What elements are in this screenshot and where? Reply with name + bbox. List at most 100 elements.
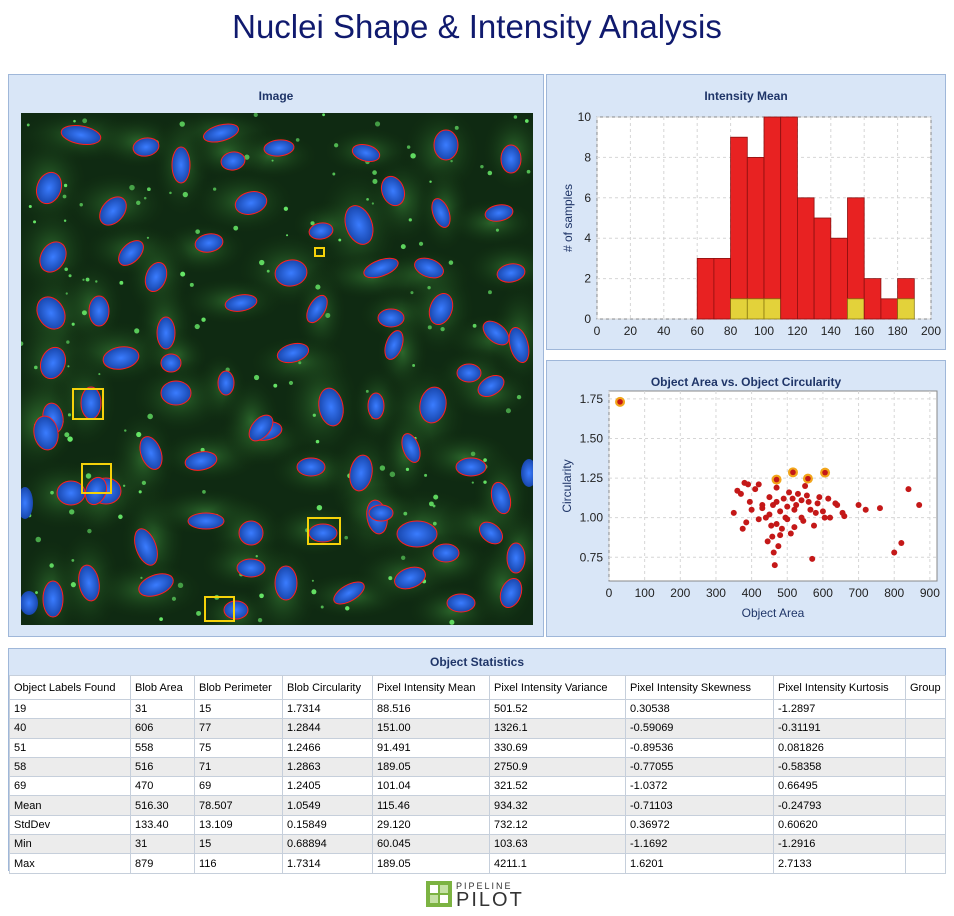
nucleus[interactable] [238, 520, 264, 546]
nucleus[interactable] [425, 290, 457, 328]
nucleus[interactable] [361, 254, 400, 281]
nucleus[interactable] [303, 292, 332, 326]
nucleus[interactable] [330, 578, 367, 609]
selected-object-box[interactable] [204, 596, 235, 622]
nucleus[interactable] [398, 431, 423, 465]
nucleus[interactable] [94, 192, 131, 231]
nucleus[interactable] [475, 518, 506, 549]
nucleus[interactable] [171, 146, 191, 184]
nucleus[interactable] [308, 523, 338, 543]
nucleus[interactable] [31, 414, 61, 452]
nucleus[interactable] [350, 142, 381, 165]
nucleus[interactable] [417, 385, 449, 425]
nucleus[interactable] [428, 196, 453, 230]
nucleus[interactable] [456, 363, 482, 383]
nucleus[interactable] [484, 203, 514, 224]
nucleus[interactable] [296, 457, 326, 477]
nucleus[interactable] [340, 202, 378, 248]
selected-object-box[interactable] [72, 388, 104, 420]
nucleus[interactable] [378, 173, 409, 209]
nucleus[interactable] [224, 292, 258, 313]
nucleus[interactable] [194, 232, 225, 255]
nucleus[interactable] [308, 221, 334, 241]
nucleus[interactable] [396, 520, 438, 548]
nucleus[interactable] [506, 325, 533, 364]
nucleus[interactable] [217, 370, 235, 396]
nucleus[interactable] [136, 434, 166, 473]
table-row[interactable]: 51 558 75 1.2466 91.491 330.69 -0.89536 0.08182… [9, 737, 946, 758]
nucleus[interactable] [132, 136, 161, 158]
nucleus[interactable] [377, 308, 405, 328]
table-row[interactable]: 19 31 15 1.7314 88.516 501.52 0.30538 -1.2897 [9, 698, 946, 720]
selected-object-box[interactable] [314, 247, 325, 257]
nucleus[interactable] [275, 340, 311, 366]
nucleus[interactable] [160, 380, 192, 406]
nucleus[interactable] [32, 169, 65, 207]
nucleus[interactable] [60, 123, 103, 148]
scatter-point-selected[interactable] [790, 469, 796, 476]
table-row[interactable]: 58 516 71 1.2863 189.05 2750.9 -0.77055 -0.5835… [9, 756, 946, 778]
nucleus[interactable] [500, 144, 522, 174]
selected-object-box[interactable] [307, 517, 341, 545]
nucleus[interactable] [114, 236, 148, 270]
nucleus[interactable] [76, 564, 102, 603]
column-header[interactable]: Pixel Intensity Skewness [625, 675, 774, 700]
nucleus[interactable] [496, 262, 527, 285]
nucleus[interactable] [56, 480, 86, 506]
nucleus[interactable] [446, 593, 476, 613]
nucleus[interactable] [392, 563, 429, 593]
nucleus[interactable] [433, 129, 459, 161]
microscopy-image[interactable] [21, 113, 533, 625]
nucleus[interactable] [263, 139, 295, 158]
scatter-point-selected[interactable] [805, 475, 811, 482]
nucleus[interactable] [474, 371, 507, 401]
nucleus[interactable] [347, 453, 375, 492]
column-header[interactable]: Blob Perimeter [194, 675, 283, 700]
nucleus[interactable] [36, 344, 69, 382]
column-header[interactable]: Group [905, 675, 946, 700]
scatter-point-selected[interactable] [822, 469, 828, 476]
nucleus[interactable] [88, 295, 110, 327]
nucleus[interactable] [136, 569, 177, 600]
table-row[interactable]: 69 470 69 1.2405 101.04 321.52 -1.0372 0.66495 [9, 776, 946, 797]
nucleus[interactable] [368, 504, 394, 522]
nucleus[interactable] [42, 580, 64, 618]
column-header[interactable]: Blob Area [130, 675, 195, 700]
nucleus[interactable] [223, 600, 249, 620]
nucleus[interactable] [316, 386, 346, 428]
nucleus[interactable] [488, 480, 514, 516]
nucleus[interactable] [82, 474, 110, 507]
nucleus[interactable] [381, 328, 406, 362]
nucleus[interactable] [496, 575, 525, 610]
table-row[interactable]: StdDev 133.40 13.109 0.15849 29.120 732.12 0.3… [9, 814, 946, 836]
nucleus[interactable] [412, 254, 446, 281]
scatter-point-selected[interactable] [617, 399, 623, 405]
nucleus[interactable] [187, 512, 225, 530]
nucleus[interactable] [31, 292, 71, 334]
column-header[interactable]: Object Labels Found [9, 675, 131, 700]
table-row[interactable]: Mean 516.30 78.507 1.0549 115.46 934.32 -0.711… [9, 795, 946, 816]
column-header[interactable]: Pixel Intensity Mean [372, 675, 490, 700]
nucleus[interactable] [274, 565, 298, 601]
nucleus[interactable] [233, 188, 270, 218]
nucleus[interactable] [367, 392, 385, 420]
nucleus[interactable] [160, 353, 182, 373]
nucleus[interactable] [455, 457, 487, 477]
table-row[interactable]: Max 879 116 1.7314 189.05 4211.1 1.6201 2.7133 [9, 853, 946, 874]
nucleus[interactable] [236, 558, 266, 578]
nucleus[interactable] [244, 411, 277, 446]
table-row[interactable]: 40 606 77 1.2844 151.00 1326.1 -0.59069 -0.3119… [9, 718, 946, 739]
scatter-point-selected[interactable] [773, 476, 780, 483]
nucleus[interactable] [220, 150, 247, 172]
nucleus[interactable] [432, 543, 460, 563]
column-header[interactable]: Blob Circularity [282, 675, 373, 700]
nucleus[interactable] [141, 259, 170, 294]
nucleus[interactable] [130, 526, 162, 569]
nucleus[interactable] [506, 542, 526, 574]
nucleus[interactable] [184, 449, 219, 472]
column-header[interactable]: Pixel Intensity Variance [489, 675, 626, 700]
nucleus[interactable] [202, 121, 241, 146]
selected-object-box[interactable] [81, 463, 112, 494]
nucleus[interactable] [101, 344, 140, 372]
nucleus[interactable] [80, 386, 102, 420]
